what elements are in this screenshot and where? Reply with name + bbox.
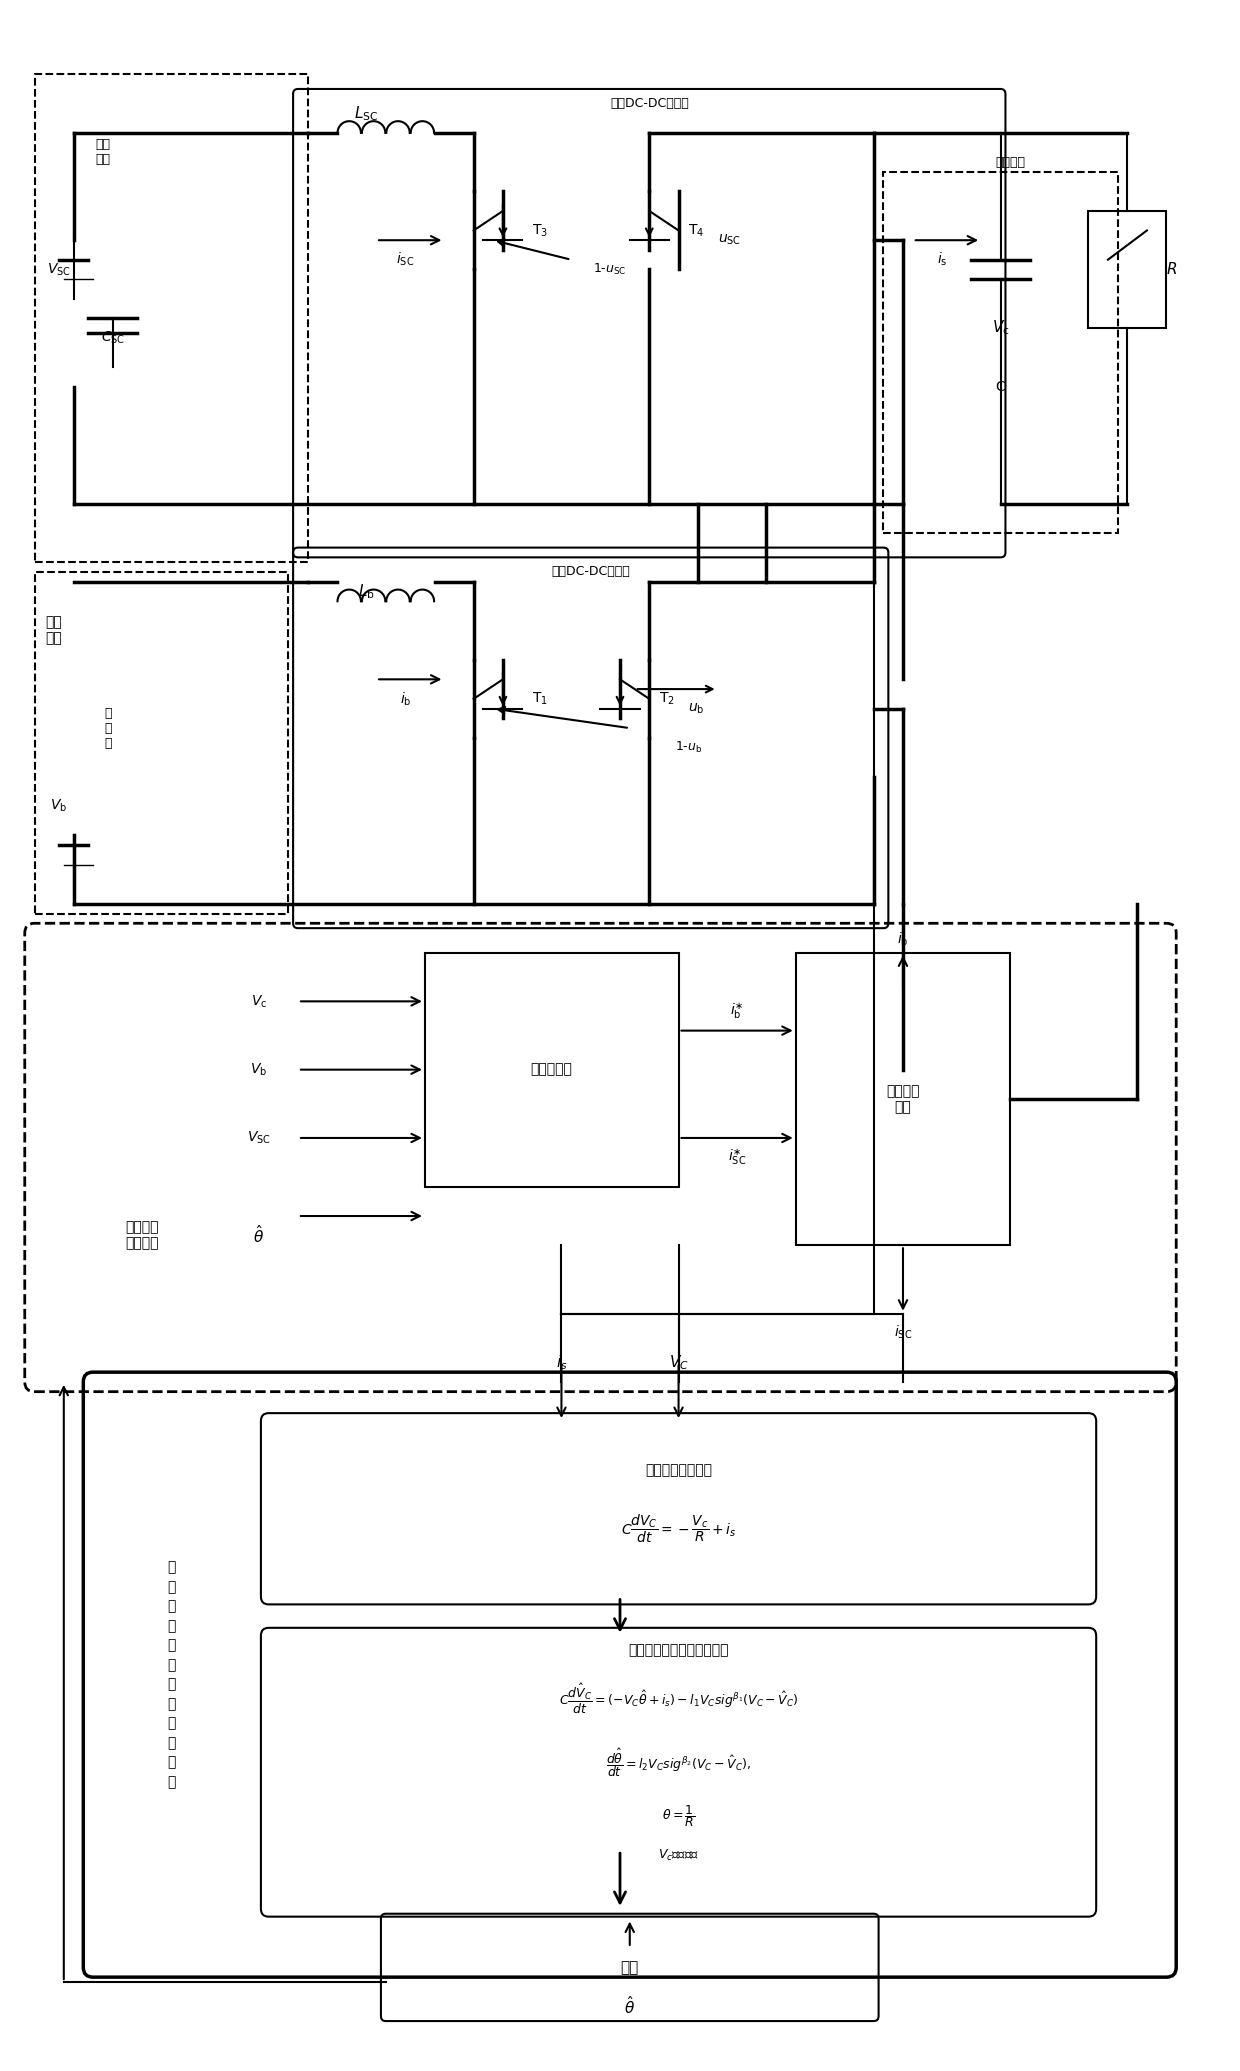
Text: 双向DC-DC变换器: 双向DC-DC变换器 (610, 97, 688, 110)
Text: $\hat{\theta}$: $\hat{\theta}$ (253, 1224, 264, 1247)
Text: $i_{\mathrm{SC}}$: $i_{\mathrm{SC}}$ (397, 251, 414, 269)
Bar (425, 953, 678, 1187)
Bar (883, 172, 1117, 532)
Text: $\mathrm{T}_3$: $\mathrm{T}_3$ (532, 222, 548, 238)
Text: $\mathrm{T}_2$: $\mathrm{T}_2$ (658, 690, 675, 706)
Text: $i_{\mathrm{SC}}^{\ast}$: $i_{\mathrm{SC}}^{\ast}$ (728, 1147, 746, 1168)
Text: $L_{\mathrm{b}}$: $L_{\mathrm{b}}$ (358, 582, 374, 601)
Bar (796, 953, 1011, 1245)
Text: 直流母线动态方程: 直流母线动态方程 (645, 1462, 712, 1477)
Text: 电流调节
装置: 电流调节 装置 (887, 1083, 920, 1114)
Text: $L_{\mathrm{SC}}$: $L_{\mathrm{SC}}$ (355, 104, 378, 122)
Text: $C\dfrac{dV_C}{dt} = -\dfrac{V_c}{R} + i_s$: $C\dfrac{dV_C}{dt} = -\dfrac{V_c}{R} + i… (621, 1512, 737, 1545)
Text: $V_{\mathrm{SC}}$: $V_{\mathrm{SC}}$ (247, 1131, 270, 1145)
Text: $i_{\mathrm{b}}$: $i_{\mathrm{b}}$ (898, 930, 909, 949)
Text: 估计: 估计 (621, 1959, 639, 1976)
Text: 变
系
数
有
限
时
间
负
载
观
测
器: 变 系 数 有 限 时 间 负 载 观 测 器 (167, 1559, 175, 1789)
Text: $\theta = \dfrac{1}{R}$: $\theta = \dfrac{1}{R}$ (662, 1804, 696, 1829)
Text: 蓄
电
池: 蓄 电 池 (104, 706, 112, 750)
Text: $i_s$: $i_s$ (556, 1352, 567, 1371)
Text: $V_{\mathrm{b}}$: $V_{\mathrm{b}}$ (51, 797, 67, 814)
Bar (1089, 211, 1167, 327)
Text: $C\dfrac{d\hat{V}_C}{dt} = (-V_C\hat{\theta} + i_s) - l_1 V_C sig^{\beta_1}(V_C : $C\dfrac{d\hat{V}_C}{dt} = (-V_C\hat{\th… (559, 1682, 799, 1717)
Text: $\mathrm{T}_4$: $\mathrm{T}_4$ (688, 222, 704, 238)
Text: C: C (996, 379, 1006, 393)
Text: $V_{\mathrm{SC}}$: $V_{\mathrm{SC}}$ (47, 261, 71, 278)
Bar (35, 572, 288, 913)
Text: 直流母线: 直流母线 (996, 155, 1025, 168)
Text: $V_{\mathrm{b}}$: $V_{\mathrm{b}}$ (250, 1062, 268, 1077)
Text: 无源控制器: 无源控制器 (531, 1062, 573, 1077)
Text: 混合储能
控制系统: 混合储能 控制系统 (125, 1220, 159, 1251)
Text: 双向DC-DC变换器: 双向DC-DC变换器 (552, 565, 630, 578)
Text: $V_c$为变系数: $V_c$为变系数 (658, 1847, 699, 1862)
Text: 变系数有限时间负载观测器: 变系数有限时间负载观测器 (629, 1642, 729, 1657)
Text: $\dfrac{d\hat{\theta}}{dt} = l_2 V_C sig^{\beta_2}(V_C - \hat{V}_C),$: $\dfrac{d\hat{\theta}}{dt} = l_2 V_C sig… (606, 1746, 751, 1779)
Text: R: R (1167, 263, 1177, 278)
Text: $C_{\mathrm{SC}}$: $C_{\mathrm{SC}}$ (100, 329, 125, 346)
Text: 超级
电容: 超级 电容 (95, 139, 110, 166)
Text: $u_{\mathrm{b}}$: $u_{\mathrm{b}}$ (688, 702, 704, 717)
Text: $\hat{\theta}$: $\hat{\theta}$ (624, 1996, 635, 2017)
Text: $i_{\mathrm{SC}}$: $i_{\mathrm{SC}}$ (894, 1323, 913, 1340)
Text: $1\text{-}u_{\mathrm{b}}$: $1\text{-}u_{\mathrm{b}}$ (675, 739, 702, 756)
Text: $\mathrm{T}_1$: $\mathrm{T}_1$ (532, 690, 548, 706)
Text: $V_{\mathrm{c}}$: $V_{\mathrm{c}}$ (250, 994, 267, 1009)
Text: 混合
储能: 混合 储能 (46, 615, 62, 646)
Bar (35, 75, 308, 561)
Text: $u_{\mathrm{SC}}$: $u_{\mathrm{SC}}$ (718, 234, 740, 246)
Text: $1\text{-}u_{\mathrm{SC}}$: $1\text{-}u_{\mathrm{SC}}$ (594, 261, 627, 278)
Text: $i_{\mathrm{s}}$: $i_{\mathrm{s}}$ (936, 251, 947, 269)
Text: $i_{\mathrm{b}}$: $i_{\mathrm{b}}$ (399, 690, 412, 708)
Text: $i_{\mathrm{b}}^{\ast}$: $i_{\mathrm{b}}^{\ast}$ (730, 1000, 744, 1021)
Text: $V_{\mathrm{c}}$: $V_{\mathrm{c}}$ (992, 319, 1009, 338)
Text: $V_C$: $V_C$ (668, 1352, 688, 1371)
